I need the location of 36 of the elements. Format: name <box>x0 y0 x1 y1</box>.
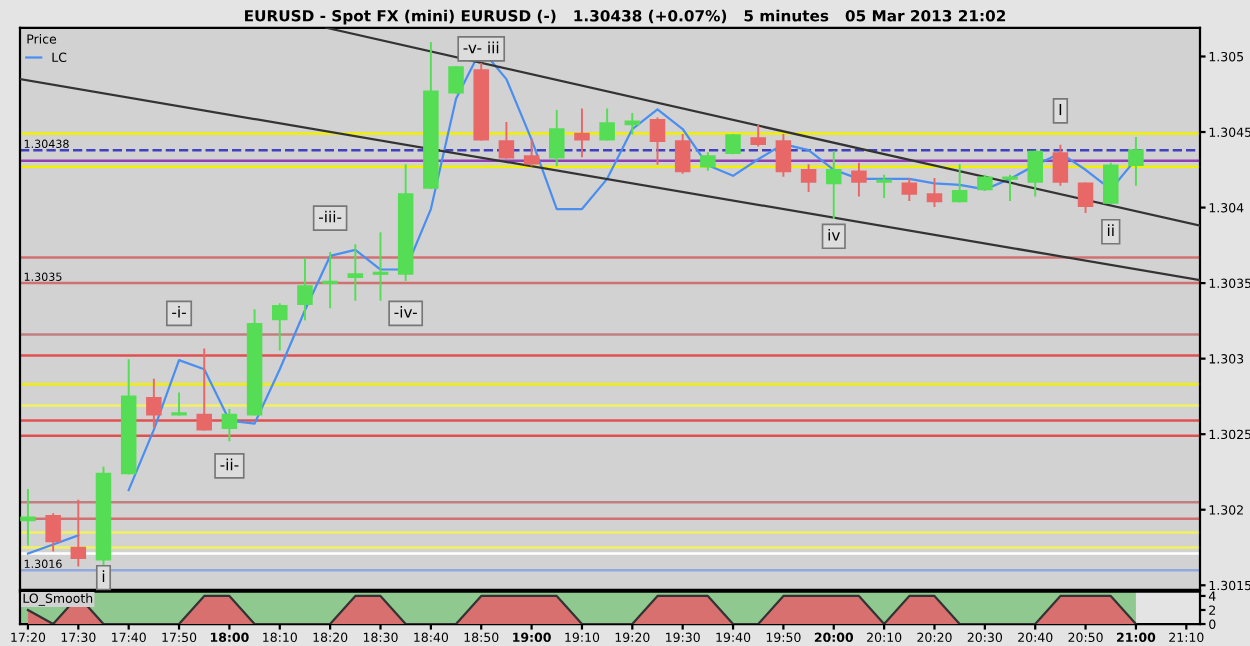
candlestick <box>1103 162 1119 204</box>
candlestick <box>574 108 590 158</box>
candlestick <box>1052 144 1069 186</box>
candlestick <box>448 66 464 94</box>
candlestick <box>1002 174 1018 201</box>
candlestick <box>498 121 515 159</box>
candlestick <box>146 378 162 428</box>
candlestick <box>926 177 943 208</box>
candlestick <box>951 164 968 203</box>
candlestick <box>347 244 364 301</box>
candlestick <box>1077 182 1094 214</box>
candlestick <box>196 348 213 431</box>
candlestick <box>901 177 918 201</box>
candlestick <box>297 257 313 321</box>
candlestick <box>322 251 338 309</box>
candlestick <box>750 125 766 147</box>
candlestick <box>372 232 389 301</box>
candlestick <box>775 134 792 177</box>
candlestick <box>649 117 666 165</box>
candlestick <box>1027 150 1043 197</box>
candlestick <box>523 138 540 167</box>
candlestick <box>221 409 238 442</box>
candlestick <box>171 392 187 416</box>
candlestick <box>1128 137 1144 186</box>
candlestick <box>825 150 842 220</box>
candlestick <box>674 134 691 174</box>
candlestick <box>45 513 61 552</box>
candlestick <box>548 109 565 167</box>
candlestick <box>599 108 615 141</box>
candlestick <box>272 303 288 351</box>
candlestick <box>876 174 892 198</box>
candlestick <box>800 164 817 192</box>
candlestick <box>20 489 36 546</box>
candlestick <box>725 134 741 155</box>
candlestick <box>851 162 867 197</box>
candlestick <box>70 499 87 567</box>
